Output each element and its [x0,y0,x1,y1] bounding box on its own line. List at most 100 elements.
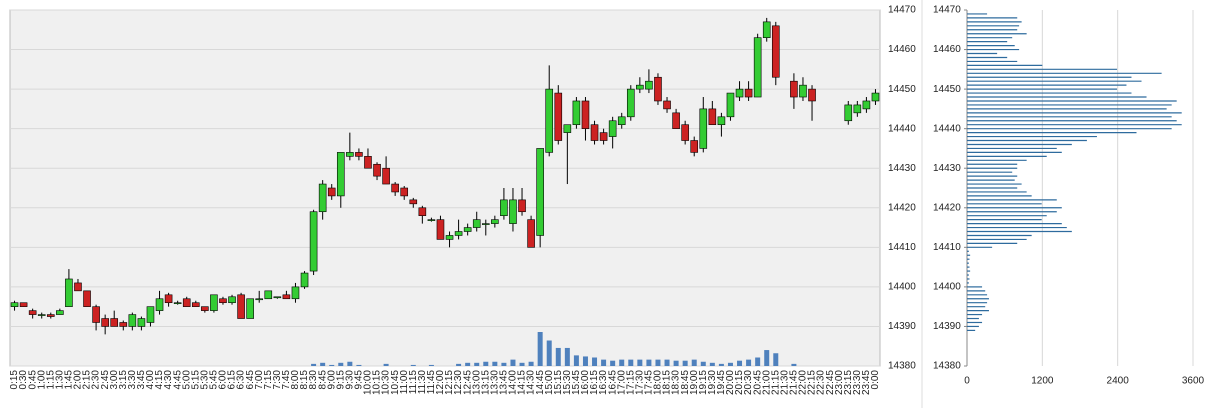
candle-body [273,296,282,299]
candle-body [28,310,37,315]
candle-body [862,100,871,110]
y-tick-label: 14410 [933,242,961,253]
candle-body [327,187,336,197]
x-tick-label: 14:30 [526,370,537,395]
candle-body [101,318,109,327]
volume-bar [537,332,543,366]
x-tick-label: 18:15 [662,370,673,395]
candle-body [527,219,535,248]
candle-body [391,183,399,193]
x-tick-label: 10:15 [372,370,383,395]
candle-body [291,286,300,300]
candle-body [264,290,273,300]
x-tick-label: 2:45 [100,370,111,390]
x-tick-label: 23:15 [843,370,854,395]
volume-bar [311,363,317,366]
x-tick-label: 14:15 [517,370,528,395]
x-tick-label: 22:30 [816,370,827,395]
x-tick-label: 18:30 [671,370,682,395]
candle-body [382,167,390,185]
candle-body [37,314,46,316]
volume-bar [664,359,670,366]
x-tick-label: 16:00 [580,370,591,395]
candle-body [563,124,572,133]
volume-bar [764,350,770,366]
volume-bar [510,359,516,366]
volume-bar [727,362,733,366]
x-tick-label: 17:30 [634,370,645,395]
candle-body [799,84,807,98]
candle-body [500,199,508,216]
y-tick-label: 14380 [888,361,916,372]
volume-bar [619,359,625,366]
volume-bar [791,363,797,366]
volume-bar [528,361,534,366]
x-tick-label: 20:30 [743,370,754,395]
candle-body [572,100,581,126]
volume-bar [428,364,434,366]
volume-bar [700,361,706,366]
x-tick-label: 5:30 [199,370,210,390]
x-tick-label: 20:45 [752,370,763,395]
x-tick-label: 1:30 [54,370,65,390]
volume-bar [483,361,489,366]
y-tick-label: 14430 [933,163,961,174]
x-tick-label: 8:30 [308,370,319,390]
candle-body [65,278,73,307]
x-tick-label: 4:45 [172,370,183,390]
candle-body [10,302,19,307]
volume-bar [601,359,607,366]
candle-body [626,88,635,118]
volume-bar [682,360,688,366]
volume-bar [637,359,643,366]
x-tick-label: 4:15 [154,370,165,390]
candle-body [545,88,554,153]
x-tick-label: 5:45 [209,370,220,390]
x-tick-label: 0:00 [870,370,881,390]
plot-area [9,9,881,367]
candle-body [427,219,436,221]
volume-bar [320,362,326,366]
volume-bar [465,362,471,366]
x-tick-label: 6:00 [218,370,229,390]
x-tick-label: 9:45 [354,370,365,390]
x-tick-label: 3:30 [127,370,138,390]
candle-body [155,298,164,311]
candle-body [110,318,119,327]
x-tick-label: 7:00 [254,370,265,390]
x-tick-label: 2:30 [91,370,102,390]
x-tick-label: 12:00 [435,370,446,395]
x-tick-label: 11:15 [408,370,419,395]
volume-bar [691,359,697,366]
x-tick-label: 17:15 [625,370,636,395]
candle-body [762,21,771,38]
candle-body [871,92,880,102]
y-tick-label: 14430 [888,163,916,174]
x-tick-label: 1:00 [36,370,47,390]
candle-body [726,92,735,118]
volume-bar [737,360,743,366]
x-tick-label: 23:45 [861,370,872,395]
x-tick-label: 9:00 [326,370,337,390]
volume-bar [746,359,752,366]
candle-body [518,199,526,213]
x-tick-label: 2:00 [73,370,84,390]
x-tick-label: 14:00 [508,370,519,395]
x-tick-label: 3:15 [118,370,129,390]
x-tick-label: 6:30 [236,370,247,390]
volume-bar [582,356,588,366]
x-tick-label: 4:00 [145,370,156,390]
candle-body [844,104,853,122]
volume-bar [610,360,616,366]
x-tick-label: 10:30 [381,370,392,395]
candle-body [346,152,354,157]
x-tick-label: 18:00 [653,370,664,395]
candle-body [463,227,472,232]
x-tick-label: 8:15 [299,370,310,390]
candle-body [300,272,309,288]
y-tick-label: 14400 [888,282,916,293]
x-tick-label: 15:00 [544,370,555,395]
x-tick-label: 13:15 [480,370,491,395]
x-tick-label: 15:45 [571,370,582,395]
x-tick-label: 21:00 [761,370,772,395]
